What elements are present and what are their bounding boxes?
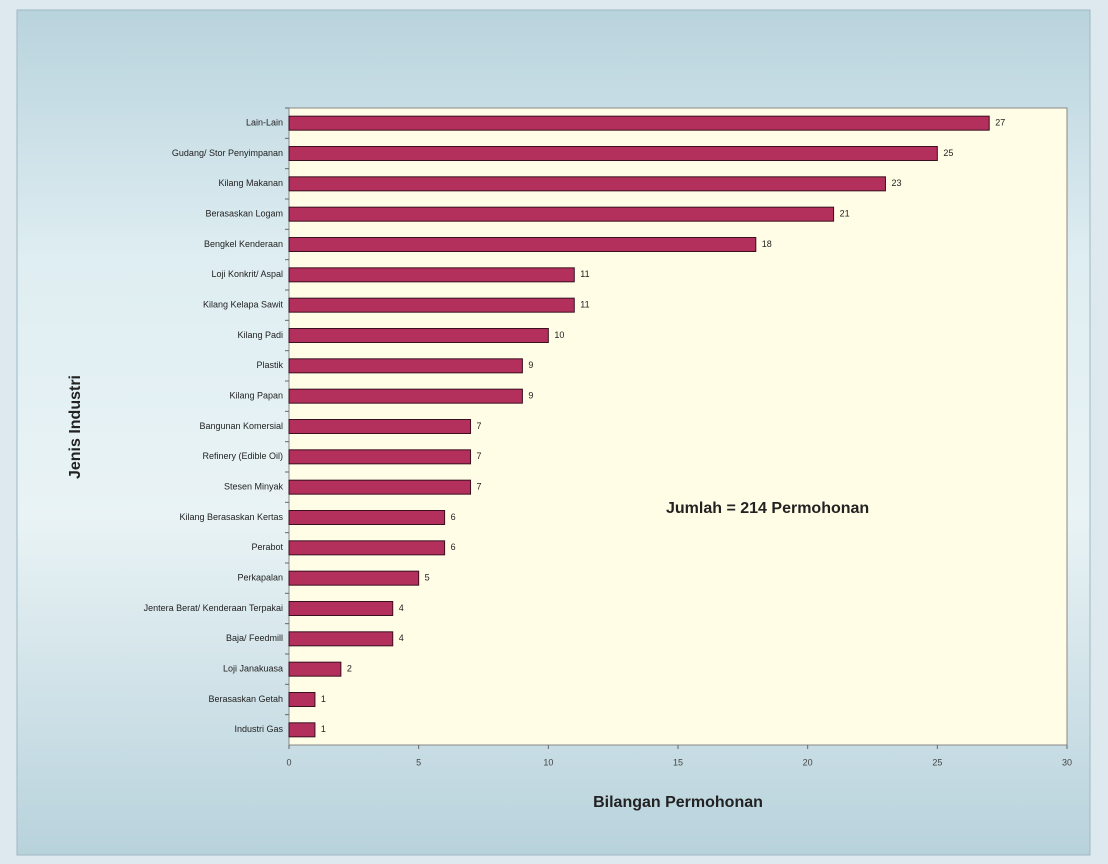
y-tick-label: Kilang Kelapa Sawit [203,300,284,310]
x-tick-label: 0 [286,757,291,767]
bar [288,419,472,434]
value-label: 4 [399,603,404,613]
y-tick-label: Jentera Berat/ Kenderaan Terpakai [144,603,283,613]
bar [288,388,523,404]
y-tick-label: Plastik [256,360,283,370]
y-tick-label: Refinery (Edible Oil) [202,451,283,461]
y-tick-label: Perkapalan [237,573,283,583]
x-tick-label: 15 [673,757,683,767]
value-label: 1 [321,724,326,734]
x-tick-label: 10 [543,757,553,767]
y-tick-label: Berasaskan Logam [205,209,283,219]
y-tick-label: Berasaskan Getah [208,694,283,704]
bar [288,510,446,525]
bar [288,358,523,374]
bar [288,449,472,465]
y-tick-label: Bangunan Komersial [199,421,283,431]
bar [288,479,472,495]
value-label: 25 [943,148,953,158]
y-tick-label: Kilang Papan [229,391,283,401]
bar [288,297,575,313]
x-axis-label: Bilangan Permohonan [593,794,763,811]
x-tick-label: 30 [1062,757,1072,767]
bar [288,601,394,616]
value-label: 5 [425,573,430,583]
y-tick-label: Perabot [251,542,283,552]
value-label: 7 [477,482,482,492]
value-label: 2 [347,664,352,674]
value-label: 10 [554,330,564,340]
value-label: 7 [477,451,482,461]
value-label: 6 [451,512,456,522]
bar [288,237,757,252]
bar [288,631,394,647]
value-label: 9 [528,360,533,370]
bar [288,722,316,738]
y-tick-label: Kilang Berasaskan Kertas [179,512,283,522]
value-label: 18 [762,239,772,249]
value-label: 21 [840,209,850,219]
y-tick-label: Loji Janakuasa [223,664,283,674]
x-tick-label: 5 [416,757,421,767]
bar [288,115,990,131]
x-tick-label: 20 [803,757,813,767]
y-tick-label: Gudang/ Stor Penyimpanan [172,148,283,158]
bar [288,206,835,222]
y-tick-label: Industri Gas [234,724,283,734]
y-tick-label: Kilang Makanan [218,178,283,188]
y-tick-label: Baja/ Feedmill [226,633,283,643]
y-tick-label: Stesen Minyak [224,482,284,492]
bar [288,570,420,586]
y-tick-label: Loji Konkrit/ Aspal [211,269,283,279]
x-tick-label: 25 [932,757,942,767]
value-label: 27 [995,118,1005,128]
bar [288,267,575,283]
bar [288,146,938,161]
y-tick-label: Lain-Lain [246,118,283,128]
bar [288,176,886,192]
y-tick-label: Kilang Padi [237,330,283,340]
bar [288,692,316,707]
value-label: 11 [580,300,589,310]
value-label: 6 [451,542,456,552]
value-label: 11 [580,269,589,279]
value-label: 23 [891,178,901,188]
bar [288,540,446,556]
annotation: Jumlah = 214 Permohonan [666,500,869,517]
y-tick-label: Bengkel Kenderaan [204,239,283,249]
value-label: 7 [477,421,482,431]
bar [288,328,549,343]
value-label: 9 [528,391,533,401]
value-label: 1 [321,694,326,704]
y-axis-label: Jenis Industri [67,375,84,479]
bar [288,661,342,677]
value-label: 4 [399,633,404,643]
